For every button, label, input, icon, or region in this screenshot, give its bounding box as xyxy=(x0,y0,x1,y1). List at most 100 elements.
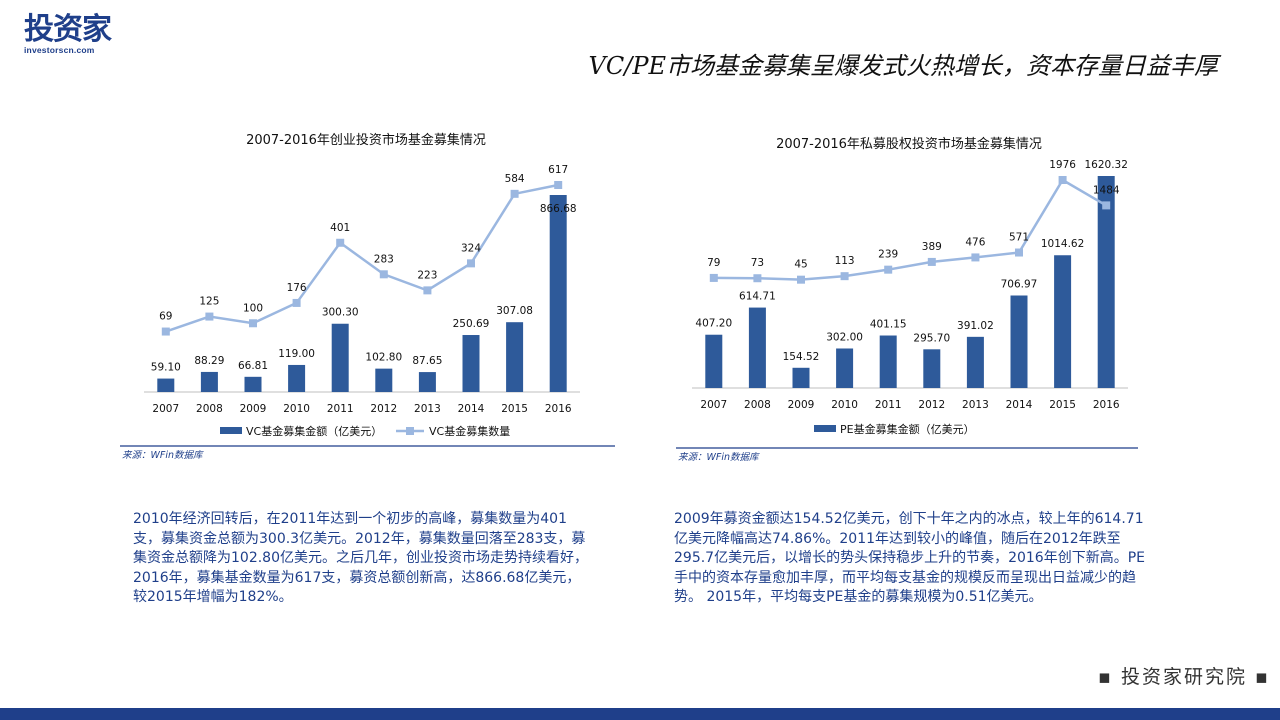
legend-bar-swatch xyxy=(814,425,836,432)
x-tick-label: 2016 xyxy=(545,403,572,415)
line-value-label: 73 xyxy=(751,257,764,269)
vc-description: 2010年经济回转后，在2011年达到一个初步的高峰，募集数量为401支，募集资… xyxy=(133,511,588,605)
line-value-label: 223 xyxy=(417,269,437,281)
bar xyxy=(923,349,941,388)
bar xyxy=(506,322,524,392)
legend-line-label: VC基金募集数量 xyxy=(429,424,510,438)
bar-value-label: 102.80 xyxy=(365,352,402,364)
line-value-label: 239 xyxy=(878,249,898,261)
bar xyxy=(966,336,984,388)
line-value-label: 45 xyxy=(794,259,807,271)
bar-value-label: 119.00 xyxy=(278,348,315,360)
x-tick-label: 2009 xyxy=(788,399,815,411)
bar xyxy=(418,372,436,392)
line-value-label: 113 xyxy=(835,255,855,267)
x-tick-label: 2015 xyxy=(501,403,528,415)
x-tick-label: 2015 xyxy=(1049,399,1076,411)
line-point xyxy=(554,181,563,189)
line-value-label: 389 xyxy=(922,241,942,253)
logo-url: investorscn.com xyxy=(24,45,95,55)
footer-bar xyxy=(0,708,1280,720)
bar-value-label: 1620.32 xyxy=(1084,159,1127,171)
line-point xyxy=(336,238,345,247)
line-value-label: 79 xyxy=(707,257,720,269)
bar xyxy=(1097,176,1115,388)
bar-value-label: 154.52 xyxy=(783,351,820,363)
legend-bar-label: PE基金募集金额（亿美元） xyxy=(840,422,975,436)
bar xyxy=(157,378,175,392)
bar-value-label: 407.20 xyxy=(695,318,732,330)
bar xyxy=(1010,295,1028,388)
source-note: 来源：WFin数据库 xyxy=(678,452,760,463)
bar-value-label: 302.00 xyxy=(826,331,863,343)
line-point xyxy=(927,257,936,266)
line-point xyxy=(161,327,170,336)
bar-value-label: 300.30 xyxy=(322,307,359,319)
x-tick-label: 2016 xyxy=(1093,399,1120,411)
bar-value-label: 866.68 xyxy=(540,203,577,215)
line-point xyxy=(205,312,214,321)
x-tick-label: 2007 xyxy=(152,403,179,415)
chart-title: 2007-2016年创业投资市场基金募集情况 xyxy=(246,132,486,148)
pe-description: 2009年募资金额达154.52亿美元，创下十年之内的冰点，较上年的614.71… xyxy=(674,511,1145,605)
bar xyxy=(462,335,480,392)
line-point xyxy=(249,319,257,328)
bar-value-label: 307.08 xyxy=(496,305,533,317)
x-tick-label: 2008 xyxy=(196,403,223,415)
line-value-label: 1484 xyxy=(1093,184,1120,196)
line-value-label: 571 xyxy=(1009,232,1029,244)
line-point xyxy=(467,259,475,268)
bar xyxy=(836,348,854,388)
footer-bullet-left: ▪ xyxy=(1098,666,1113,688)
line-point xyxy=(1015,248,1023,257)
pe-fundraising-chart: 2007-2016年私募股权投资市场基金募集情况 407.20 614.71 154.… xyxy=(676,136,1138,463)
bar-value-label: 66.81 xyxy=(238,360,268,372)
bar xyxy=(200,371,218,392)
line-point xyxy=(510,189,519,198)
line-value-label: 69 xyxy=(159,311,172,323)
vc-fundraising-chart: 2007-2016年创业投资市场基金募集情况 59.10 88.29 66.81 119… xyxy=(120,132,615,461)
bar-value-label: 59.10 xyxy=(151,362,181,374)
line-value-label: 584 xyxy=(505,173,525,185)
bar xyxy=(792,367,810,388)
bar-value-label: 706.97 xyxy=(1001,279,1038,291)
line-point xyxy=(709,273,718,282)
bar xyxy=(244,376,262,392)
line-value-label: 324 xyxy=(461,242,481,254)
legend-bar-label: VC基金募集金额（亿美元） xyxy=(246,424,382,438)
bar xyxy=(879,335,897,388)
x-tick-label: 2008 xyxy=(744,399,771,411)
chart-title: 2007-2016年私募股权投资市场基金募集情况 xyxy=(776,136,1042,152)
count-line xyxy=(713,178,1107,281)
bar xyxy=(331,323,349,392)
x-tick-label: 2011 xyxy=(327,403,354,415)
x-tick-label: 2012 xyxy=(370,403,397,415)
footer-brand-text: 投资家研究院 xyxy=(1121,666,1248,688)
legend-bar-swatch xyxy=(220,427,242,434)
line-point xyxy=(423,286,432,295)
line-value-label: 401 xyxy=(330,222,350,234)
x-tick-label: 2010 xyxy=(831,399,858,411)
line-point xyxy=(1058,176,1067,184)
bar-value-label: 614.71 xyxy=(739,291,776,303)
line-point xyxy=(753,274,762,283)
x-tick-label: 2013 xyxy=(962,399,989,411)
x-tick-label: 2014 xyxy=(1006,399,1033,411)
bar xyxy=(375,368,393,392)
line-point xyxy=(1102,201,1111,210)
bar-value-label: 391.02 xyxy=(957,320,994,332)
bar xyxy=(748,307,766,388)
line-value-label: 125 xyxy=(199,296,219,308)
footer-brand: ▪ 投资家研究院 ▪ xyxy=(1098,662,1270,689)
line-value-label: 176 xyxy=(287,282,307,294)
line-value-label: 283 xyxy=(374,253,394,265)
x-tick-label: 2007 xyxy=(700,399,727,411)
bar-value-label: 295.70 xyxy=(913,332,950,344)
logo-wordmark: 投资家 xyxy=(24,12,112,47)
line-point xyxy=(884,265,893,274)
slide-title: VC/PE市场基金募集呈爆发式火热增长，资本存量日益丰厚 xyxy=(588,52,1218,80)
investorscn-logo: 投资家 investorscn.com xyxy=(24,12,120,56)
bar-value-label: 250.69 xyxy=(453,318,490,330)
bar-value-label: 88.29 xyxy=(194,355,224,367)
footer-bullet-right: ▪ xyxy=(1255,666,1270,688)
